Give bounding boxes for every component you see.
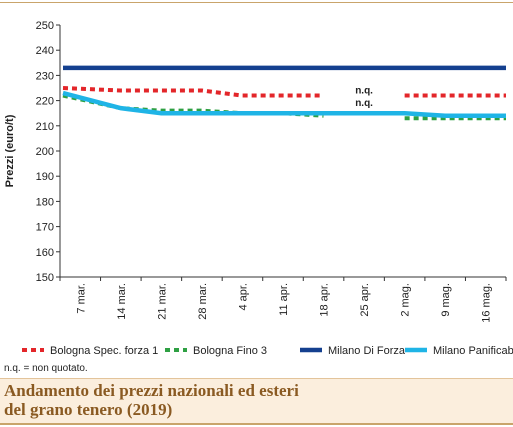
- x-tick-label: 25 apr.: [359, 283, 371, 317]
- x-tick-label: 4 apr.: [237, 283, 249, 311]
- y-tick-label: 170: [36, 222, 54, 234]
- y-tick-label: 230: [36, 70, 54, 82]
- series-line-1: [62, 86, 324, 98]
- line-chart: 150 160 170 180 190 200 210 220 230 240 250 7 mar. 1…: [4, 20, 513, 357]
- x-tick-label: 28 mar.: [197, 283, 209, 320]
- x-tick-label: 14 mar.: [116, 283, 128, 320]
- y-tick-label: 240: [36, 45, 54, 57]
- legend-label-4: Milano Panificabile: [433, 345, 513, 357]
- x-tick-label: 9 mag.: [440, 283, 452, 317]
- x-tick-label: 16 mag.: [481, 283, 493, 323]
- legend-label-3: Milano Di Forza: [328, 345, 406, 357]
- x-tick-label: 7 mar.: [75, 283, 87, 314]
- series-line-4: [62, 90, 506, 118]
- y-tick-label: 180: [36, 196, 54, 208]
- chart-caption: Andamento dei prezzi nazionali ed esteri…: [4, 381, 299, 419]
- x-tick-label: 18 apr.: [319, 283, 331, 317]
- x-tick-label: 2 mag.: [400, 283, 412, 317]
- y-tick-label: 190: [36, 171, 54, 183]
- y-tick-label: 210: [36, 121, 54, 133]
- footnote: n.q. = non quotato.: [4, 363, 88, 374]
- y-tick-label: 150: [36, 272, 54, 284]
- y-tick-label: 160: [36, 247, 54, 259]
- legend-label-1: Bologna Spec. forza 1: [50, 345, 158, 357]
- x-tick-label: 11 apr.: [278, 283, 290, 316]
- nq-annotation: n.q.: [355, 98, 373, 109]
- legend-label-2: Bologna Fino 3: [193, 345, 267, 357]
- x-tick-label: 21 mar.: [156, 283, 168, 320]
- y-axis-label: Prezzi (euro/t): [4, 114, 16, 187]
- y-tick-label: 250: [36, 20, 54, 32]
- y-tick-label: 200: [36, 146, 54, 158]
- nq-annotation: n.q.: [355, 86, 373, 97]
- caption-box: Andamento dei prezzi nazionali ed esteri…: [0, 378, 513, 425]
- y-tick-label: 220: [36, 96, 54, 108]
- top-rule: [0, 2, 513, 3]
